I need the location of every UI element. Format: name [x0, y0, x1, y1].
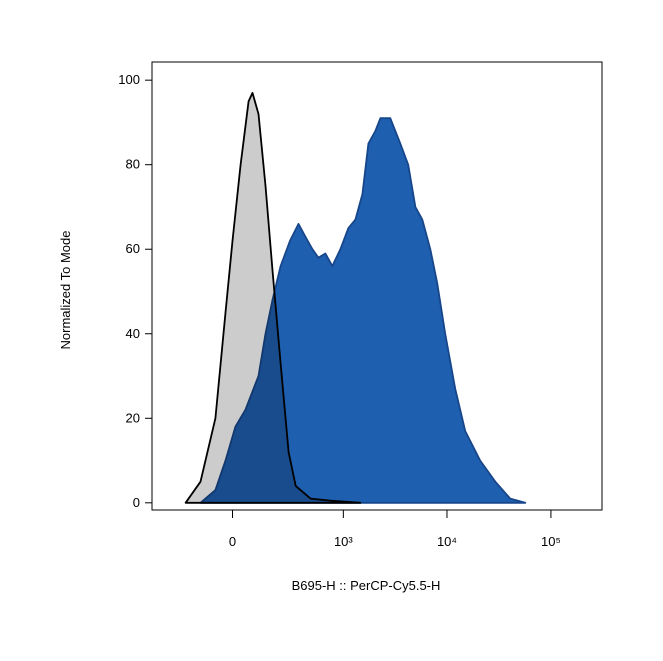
histogram-area	[199, 117, 527, 504]
y-tick-label: 80	[126, 157, 140, 172]
y-axis-title: Normalized To Mode	[58, 231, 73, 350]
x-tick-label: 10⁴	[437, 534, 457, 549]
histogram-area	[184, 92, 362, 504]
x-axis-title: B695-H :: PerCP-Cy5.5-H	[292, 578, 441, 593]
x-tick-label: 10⁵	[541, 534, 561, 549]
x-tick-label: 0	[229, 534, 236, 549]
y-tick-label: 60	[126, 241, 140, 256]
plot-frame	[151, 61, 603, 511]
y-tick-label: 40	[126, 326, 140, 341]
x-tick-label: 10³	[334, 534, 353, 549]
y-tick-label: 100	[118, 72, 140, 87]
y-tick-label: 20	[126, 410, 140, 425]
y-tick-label: 0	[133, 495, 140, 510]
